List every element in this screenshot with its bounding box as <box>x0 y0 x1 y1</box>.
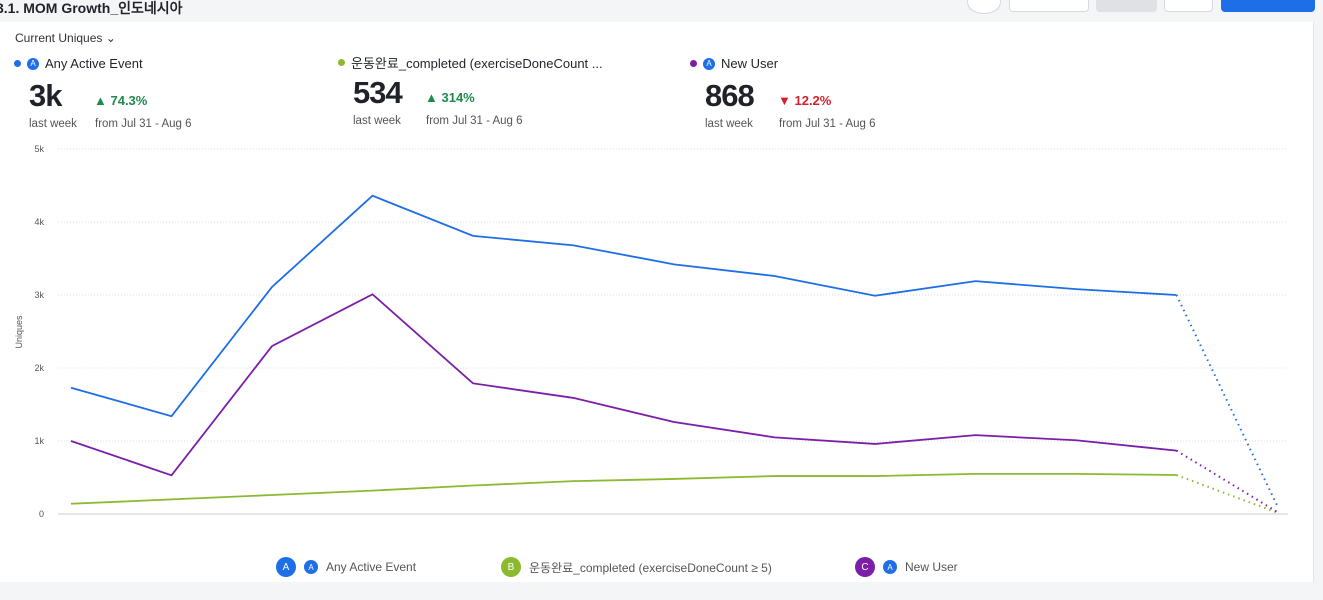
metric-selector[interactable]: Current Uniques ⌄ <box>15 31 116 45</box>
series-line-incomplete <box>1175 294 1278 506</box>
line-chart: 01k2k3k4k5kUniquesJul 31 - Aug 6Aug 7 - … <box>14 144 1288 519</box>
metric-card: A New User 868 last week ▼ 12.2% from Jul… <box>690 56 876 130</box>
metric-name: New User <box>721 56 779 71</box>
metric-change: ▼ 12.2% <box>778 93 832 108</box>
legend-item[interactable]: B 운동완료_completed (exerciseDoneCount ≥ 5) <box>501 557 772 577</box>
metric-value: 868 <box>705 78 755 113</box>
metric-card: A Any Active Event 3k last week ▲ 74.3% f… <box>14 56 192 130</box>
series-dot <box>690 60 697 67</box>
series-line-incomplete <box>1176 474 1278 514</box>
metric-from: from Jul 31 - Aug 6 <box>95 118 192 130</box>
series-badge: A <box>276 557 296 577</box>
chevron-down-icon: ⌄ <box>105 31 116 45</box>
event-icon: A <box>27 57 39 70</box>
legend-item[interactable]: C A New User <box>855 557 958 577</box>
metric-period: last week <box>29 118 77 130</box>
legend-label: 운동완료_completed (exerciseDoneCount ≥ 5) <box>529 560 772 575</box>
series-line <box>70 472 1177 505</box>
metric-period: last week <box>353 115 401 127</box>
metric-change: ▲ 74.3% <box>94 93 148 108</box>
metric-from: from Jul 31 - Aug 6 <box>426 115 523 127</box>
event-icon: A <box>883 560 897 574</box>
metric-name: 운동완료_completed (exerciseDoneCount ... <box>351 56 603 71</box>
metric-card: 운동완료_completed (exerciseDoneCount ... 53… <box>338 53 603 127</box>
y-tick-label: 2k <box>34 363 44 373</box>
chart-card: Current Uniques ⌄ A Any Active Event 3k l… <box>0 22 1314 582</box>
primary-button[interactable] <box>1221 0 1315 12</box>
legend-label: Any Active Event <box>326 560 417 574</box>
y-tick-label: 0 <box>39 509 44 519</box>
series-line-incomplete <box>1175 449 1278 513</box>
series-line <box>70 293 1177 477</box>
legend-label: New User <box>905 560 958 574</box>
y-tick-label: 4k <box>34 217 44 227</box>
metric-change: ▲ 314% <box>425 90 475 105</box>
metric-name: Any Active Event <box>45 56 143 71</box>
metric-period: last week <box>705 118 753 130</box>
event-icon: A <box>304 560 318 574</box>
y-tick-label: 5k <box>34 144 44 154</box>
bottom-bar <box>0 582 1323 600</box>
toolbar-button[interactable] <box>1096 0 1157 12</box>
series-dot <box>338 59 345 66</box>
series-badge: C <box>855 557 875 577</box>
metric-value: 534 <box>353 75 403 110</box>
metric-value: 3k <box>29 78 62 113</box>
legend-item[interactable]: A A Any Active Event <box>276 557 416 577</box>
page-title: 3.1. MOM Growth_인도네시아 <box>0 0 183 16</box>
series-badge: B <box>501 557 521 577</box>
y-axis-label: Uniques <box>14 315 24 349</box>
selector-label: Current Uniques <box>15 31 103 45</box>
y-tick-label: 1k <box>34 436 44 446</box>
metric-from: from Jul 31 - Aug 6 <box>779 118 876 130</box>
toolbar-button[interactable] <box>1164 0 1213 12</box>
event-icon: A <box>703 57 715 70</box>
series-dot <box>14 60 21 67</box>
series-line <box>70 194 1177 418</box>
top-bar: 3.1. MOM Growth_인도네시아 <box>0 0 1323 22</box>
toolbar-button[interactable] <box>1009 0 1089 12</box>
y-tick-label: 3k <box>34 290 44 300</box>
